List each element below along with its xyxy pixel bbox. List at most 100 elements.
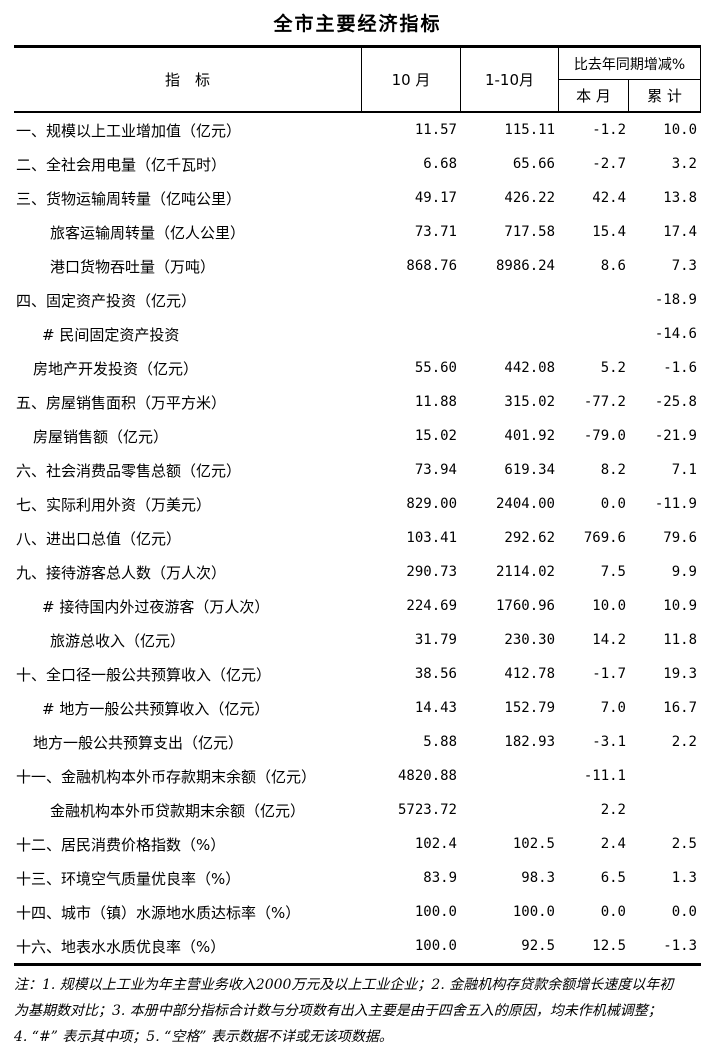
value-yoy-month: -2.7 [592,156,626,172]
table-row: 五、房屋销售面积（万平方米） 11.88 315.02 -77.2 -25.8 [14,385,701,419]
value-month: 11.57 [414,122,457,138]
value-yoy-cumulative: 2.5 [671,836,697,852]
indicator-label: 九、接待游客总人数（万人次） [16,563,227,582]
value-month: 100.0 [414,938,457,954]
value-yoy-month: 15.4 [592,224,626,240]
value-yoy-month: 2.4 [600,836,626,852]
header-yoy-title: 比去年同期增减% [559,48,700,80]
value-yoy-cumulative: 10.0 [663,122,697,138]
value-yoy-month: 7.5 [600,564,626,580]
value-month: 868.76 [406,258,457,274]
value-yoy-month: 5.2 [600,360,626,376]
table-row: 十二、居民消费价格指数（%） 102.4 102.5 2.4 2.5 [14,827,701,861]
indicator-label: 金融机构本外币贷款期末余额（亿元） [50,801,306,820]
indicator-label: 十、全口径一般公共预算收入（亿元） [16,665,272,684]
value-cumulative: 8986.24 [495,258,555,274]
value-cumulative: 619.34 [504,462,555,478]
value-month: 83.9 [423,870,457,886]
value-yoy-month: 0.0 [600,496,626,512]
value-cumulative: 98.3 [521,870,555,886]
value-yoy-cumulative: 7.1 [671,462,697,478]
table-row: 金融机构本外币贷款期末余额（亿元） 5723.72 2.2 [14,793,701,827]
indicator-label: 房地产开发投资（亿元） [33,359,199,378]
value-yoy-cumulative: -25.8 [654,394,697,410]
value-yoy-cumulative: -11.9 [654,496,697,512]
value-month: 73.71 [414,224,457,240]
value-month: 4820.88 [397,768,457,784]
indicator-label: 八、进出口总值（亿元） [16,529,182,548]
value-month: 290.73 [406,564,457,580]
table-row: 一、规模以上工业增加值（亿元） 11.57 115.11 -1.2 10.0 [14,113,701,147]
value-month: 6.68 [423,156,457,172]
indicator-label: 十四、城市（镇）水源地水质达标率（%） [16,903,301,922]
value-month: 73.94 [414,462,457,478]
indicator-label: 房屋销售额（亿元） [33,427,169,446]
table-row: 六、社会消费品零售总额（亿元） 73.94 619.34 8.2 7.1 [14,453,701,487]
indicator-label: 六、社会消费品零售总额（亿元） [16,461,242,480]
economic-indicators-table: 指 标 10 月 1-10月 比去年同期增减% 本 月 累 计 一、规模以上工业… [14,45,701,966]
indicator-label: 港口货物吞吐量（万吨） [50,257,216,276]
table-row: 九、接待游客总人数（万人次） 290.73 2114.02 7.5 9.9 [14,555,701,589]
table-row: 七、实际利用外资（万美元） 829.00 2404.00 0.0 -11.9 [14,487,701,521]
value-yoy-cumulative: 9.9 [671,564,697,580]
value-yoy-month: 42.4 [592,190,626,206]
indicator-label: 二、全社会用电量（亿千瓦时） [16,155,227,174]
indicator-label: 十一、金融机构本外币存款期末余额（亿元） [16,767,317,786]
table-row: 房地产开发投资（亿元） 55.60 442.08 5.2 -1.6 [14,351,701,385]
value-yoy-cumulative: 11.8 [663,632,697,648]
value-yoy-month: 8.6 [600,258,626,274]
table-row: 房屋销售额（亿元） 15.02 401.92 -79.0 -21.9 [14,419,701,453]
value-yoy-cumulative: 79.6 [663,530,697,546]
indicator-label: 地方一般公共预算支出（亿元） [33,733,244,752]
table-row: 八、进出口总值（亿元） 103.41 292.62 769.6 79.6 [14,521,701,555]
indicator-label: 四、固定资产投资（亿元） [16,291,197,310]
value-yoy-month: 8.2 [600,462,626,478]
value-yoy-month: 0.0 [600,904,626,920]
value-cumulative: 2404.00 [495,496,555,512]
indicator-label: # 地方一般公共预算收入（亿元） [42,699,270,718]
indicator-label: 五、房屋销售面积（万平方米） [16,393,227,412]
table-row: 旅客运输周转量（亿人公里） 73.71 717.58 15.4 17.4 [14,215,701,249]
value-yoy-month: -1.2 [592,122,626,138]
indicator-label: 十二、居民消费价格指数（%） [16,835,226,854]
value-month: 5723.72 [397,802,457,818]
value-yoy-cumulative: -14.6 [654,326,697,342]
footnote-line: 为基期数对比；3. 本册中部分指标合计数与分项数有出入主要是由于四舍五入的原因，… [14,1003,662,1019]
footnote-line: 4. “#” 表示其中项；5. “空格” 表示数据不详或无该项数据。 [14,1029,393,1045]
value-cumulative: 401.92 [504,428,555,444]
table-row: 十三、环境空气质量优良率（%） 83.9 98.3 6.5 1.3 [14,861,701,895]
value-month: 103.41 [406,530,457,546]
value-yoy-month: 769.6 [583,530,626,546]
indicator-label: 三、货物运输周转量（亿吨公里） [16,189,242,208]
value-cumulative: 115.11 [504,122,555,138]
value-month: 38.56 [414,666,457,682]
value-yoy-cumulative: -1.6 [663,360,697,376]
table-header: 指 标 10 月 1-10月 比去年同期增减% 本 月 累 计 [14,45,701,113]
value-month: 5.88 [423,734,457,750]
value-cumulative: 230.30 [504,632,555,648]
table-row: 二、全社会用电量（亿千瓦时） 6.68 65.66 -2.7 3.2 [14,147,701,181]
table-row: 地方一般公共预算支出（亿元） 5.88 182.93 -3.1 2.2 [14,725,701,759]
value-yoy-cumulative: 19.3 [663,666,697,682]
value-month: 224.69 [406,598,457,614]
value-cumulative: 182.93 [504,734,555,750]
value-cumulative: 426.22 [504,190,555,206]
value-yoy-month: 6.5 [600,870,626,886]
header-yoy-group: 比去年同期增减% 本 月 累 计 [559,48,701,111]
value-yoy-month: 12.5 [592,938,626,954]
value-yoy-month: -11.1 [583,768,626,784]
value-cumulative: 315.02 [504,394,555,410]
value-yoy-cumulative: 13.8 [663,190,697,206]
table-row: 旅游总收入（亿元） 31.79 230.30 14.2 11.8 [14,623,701,657]
value-cumulative: 292.62 [504,530,555,546]
table-row: 十六、地表水水质优良率（%） 100.0 92.5 12.5 -1.3 [14,929,701,963]
table-row: 十一、金融机构本外币存款期末余额（亿元） 4820.88 -11.1 [14,759,701,793]
value-yoy-month: -79.0 [583,428,626,444]
value-yoy-cumulative: -18.9 [654,292,697,308]
header-yoy-subrow: 本 月 累 计 [559,80,700,111]
value-month: 15.02 [414,428,457,444]
value-yoy-month: -3.1 [592,734,626,750]
value-yoy-cumulative: -21.9 [654,428,697,444]
value-month: 102.4 [414,836,457,852]
